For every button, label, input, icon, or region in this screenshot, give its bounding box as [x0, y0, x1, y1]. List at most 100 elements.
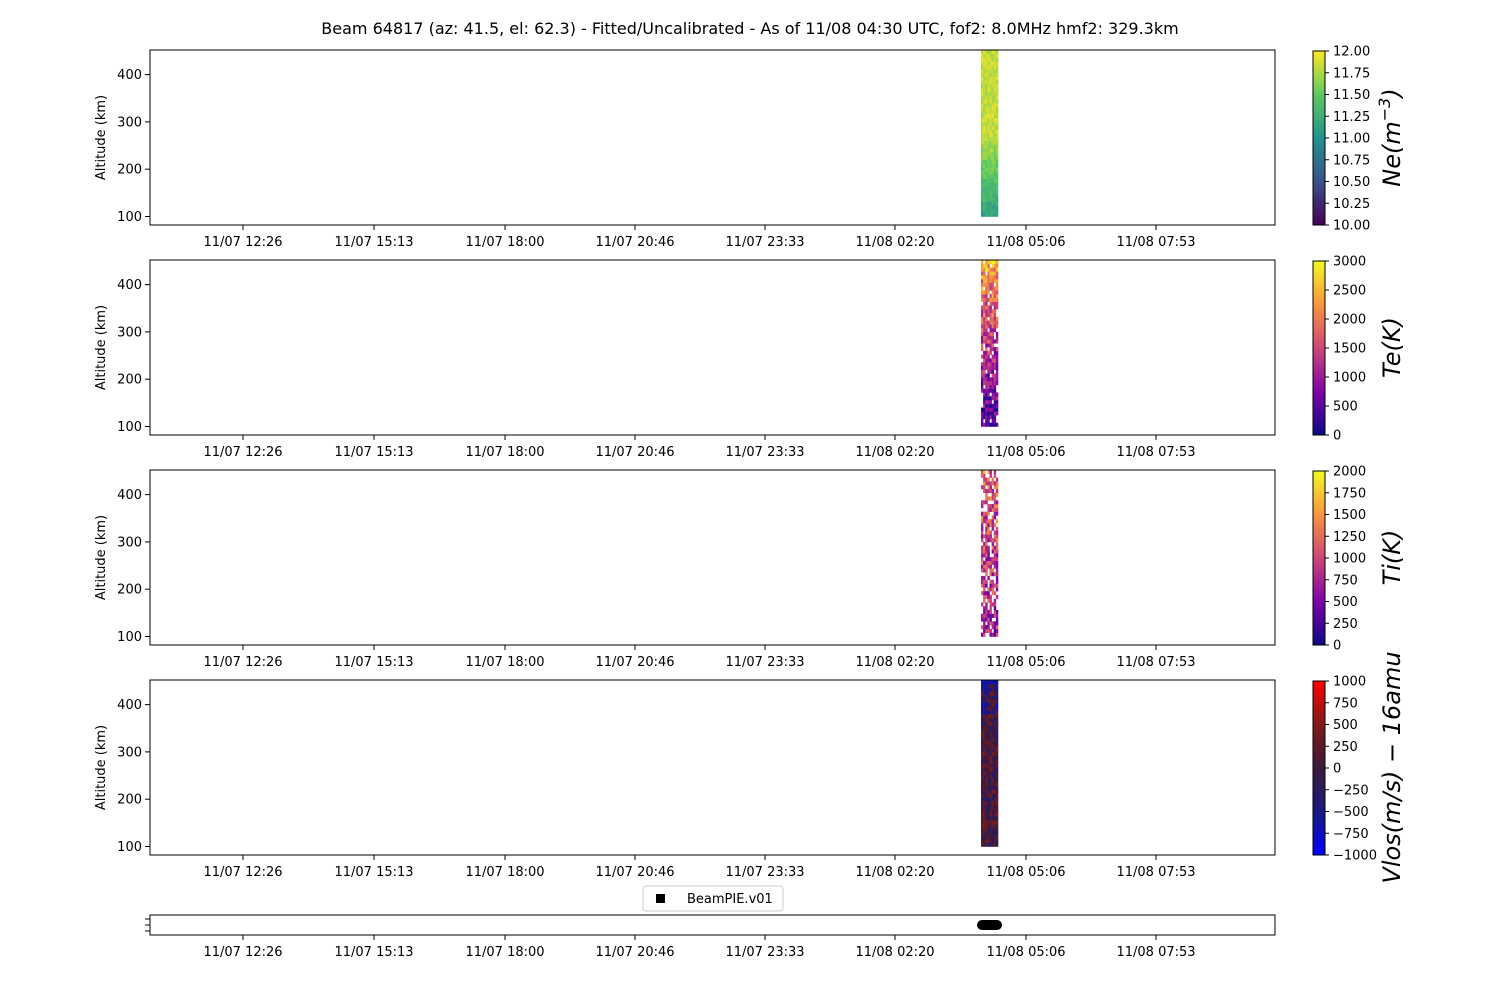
heatmap-cell — [995, 84, 999, 89]
heatmap-cell — [985, 133, 988, 138]
heatmap-cell — [991, 680, 995, 685]
heatmap-cell — [981, 820, 984, 825]
heatmap-cell — [987, 297, 990, 302]
heatmap-cell — [995, 827, 999, 832]
heatmap-cell — [983, 350, 986, 355]
y-tick-label: 100 — [117, 630, 142, 645]
heatmap-cell — [993, 842, 997, 847]
heatmap-cell — [985, 388, 988, 393]
heatmap-cell — [981, 260, 984, 265]
heatmap-cell — [989, 820, 992, 825]
heatmap-cell — [991, 422, 995, 427]
heatmap-cell — [987, 84, 990, 89]
heatmap-cell — [991, 496, 995, 501]
heatmap-cell — [985, 748, 988, 753]
heatmap-cell — [993, 816, 997, 821]
y-tick-label: 400 — [117, 278, 142, 293]
y-axis-label: Altitude (km) — [94, 725, 109, 810]
heatmap-cell — [991, 823, 995, 828]
heatmap-cell — [991, 541, 995, 546]
heatmap-cell — [989, 208, 992, 213]
heatmap-cell — [991, 740, 995, 745]
heatmap-cell — [987, 53, 990, 58]
heatmap-cell — [985, 628, 988, 633]
heatmap-cell — [995, 201, 999, 206]
heatmap-cells — [981, 260, 999, 427]
heatmap-cell — [991, 842, 995, 847]
heatmap-cell — [989, 118, 992, 123]
heatmap-cell — [995, 782, 999, 787]
heatmap-cell — [985, 751, 988, 756]
heatmap-cell — [983, 500, 986, 505]
heatmap-cell — [983, 197, 986, 202]
heatmap-cell — [993, 50, 997, 55]
heatmap-cell — [987, 628, 990, 633]
heatmap-cell — [981, 721, 984, 726]
heatmap-cell — [981, 816, 984, 821]
heatmap-cell — [989, 470, 992, 475]
heatmap-cell — [991, 335, 995, 340]
heatmap-cell — [987, 695, 990, 700]
heatmap-cell — [981, 182, 984, 187]
colorbar-label-superscript: −3 — [1375, 98, 1394, 122]
heatmap-cell — [995, 140, 999, 145]
heatmap-cell — [981, 687, 984, 692]
heatmap-cell — [995, 144, 999, 149]
heatmap-cell — [989, 748, 992, 753]
heatmap-cell — [989, 61, 992, 66]
y-tick-label: 400 — [117, 488, 142, 503]
heatmap-cell — [981, 76, 984, 81]
heatmap-cell — [993, 358, 997, 363]
colorbar-tick-label: 2500 — [1333, 284, 1366, 299]
colorbar-label: Ne(m−3) — [1375, 88, 1406, 186]
heatmap-cell — [993, 751, 997, 756]
heatmap-cell — [987, 808, 990, 813]
heatmap-cell — [987, 801, 990, 806]
heatmap-cell — [987, 511, 990, 516]
heatmap-cell — [993, 564, 997, 569]
heatmap-cell — [993, 208, 997, 213]
heatmap-cell — [991, 504, 995, 509]
heatmap-cell — [981, 732, 984, 738]
heatmap-cell — [987, 422, 990, 427]
heatmap-cell — [983, 782, 986, 787]
heatmap-cell — [987, 358, 990, 363]
heatmap-cell — [981, 617, 984, 622]
heatmap-cell — [987, 118, 990, 123]
heatmap-cell — [995, 377, 999, 382]
heatmap-cell — [993, 621, 997, 626]
heatmap-cell — [993, 392, 997, 397]
colorbar-tick-label: 750 — [1333, 573, 1358, 588]
heatmap-cell — [985, 538, 988, 543]
heatmap-cell — [995, 125, 999, 130]
heatmap-cell — [981, 470, 984, 475]
heatmap-cell — [987, 137, 990, 142]
heatmap-cell — [985, 683, 988, 688]
heatmap-cell — [989, 301, 992, 306]
heatmap-cell — [987, 320, 990, 325]
heatmap-cells — [981, 50, 999, 217]
y-tick-label: 400 — [117, 68, 142, 83]
heatmap-cell — [987, 477, 990, 482]
heatmap-cell — [985, 365, 988, 371]
heatmap-cell — [983, 812, 986, 817]
heatmap-cell — [981, 125, 984, 130]
colorbar-tick-label: −250 — [1333, 783, 1369, 798]
heatmap-cell — [995, 159, 999, 164]
heatmap-cell — [981, 613, 984, 618]
heatmap-cell — [981, 519, 984, 524]
x-tick-label: 11/07 12:26 — [203, 445, 282, 460]
heatmap-cell — [991, 182, 995, 187]
heatmap-cell — [985, 602, 988, 607]
heatmap-cell — [993, 171, 997, 176]
heatmap-cell — [983, 751, 986, 756]
heatmap-cell — [995, 797, 999, 802]
colorbar-tick-label: 1250 — [1333, 530, 1366, 545]
heatmap-cell — [995, 392, 999, 397]
heatmap-cell — [981, 770, 984, 775]
heatmap-cell — [987, 133, 990, 138]
heatmap-cell — [989, 744, 992, 749]
heatmap-cell — [985, 774, 988, 779]
heatmap-cell — [985, 541, 988, 546]
